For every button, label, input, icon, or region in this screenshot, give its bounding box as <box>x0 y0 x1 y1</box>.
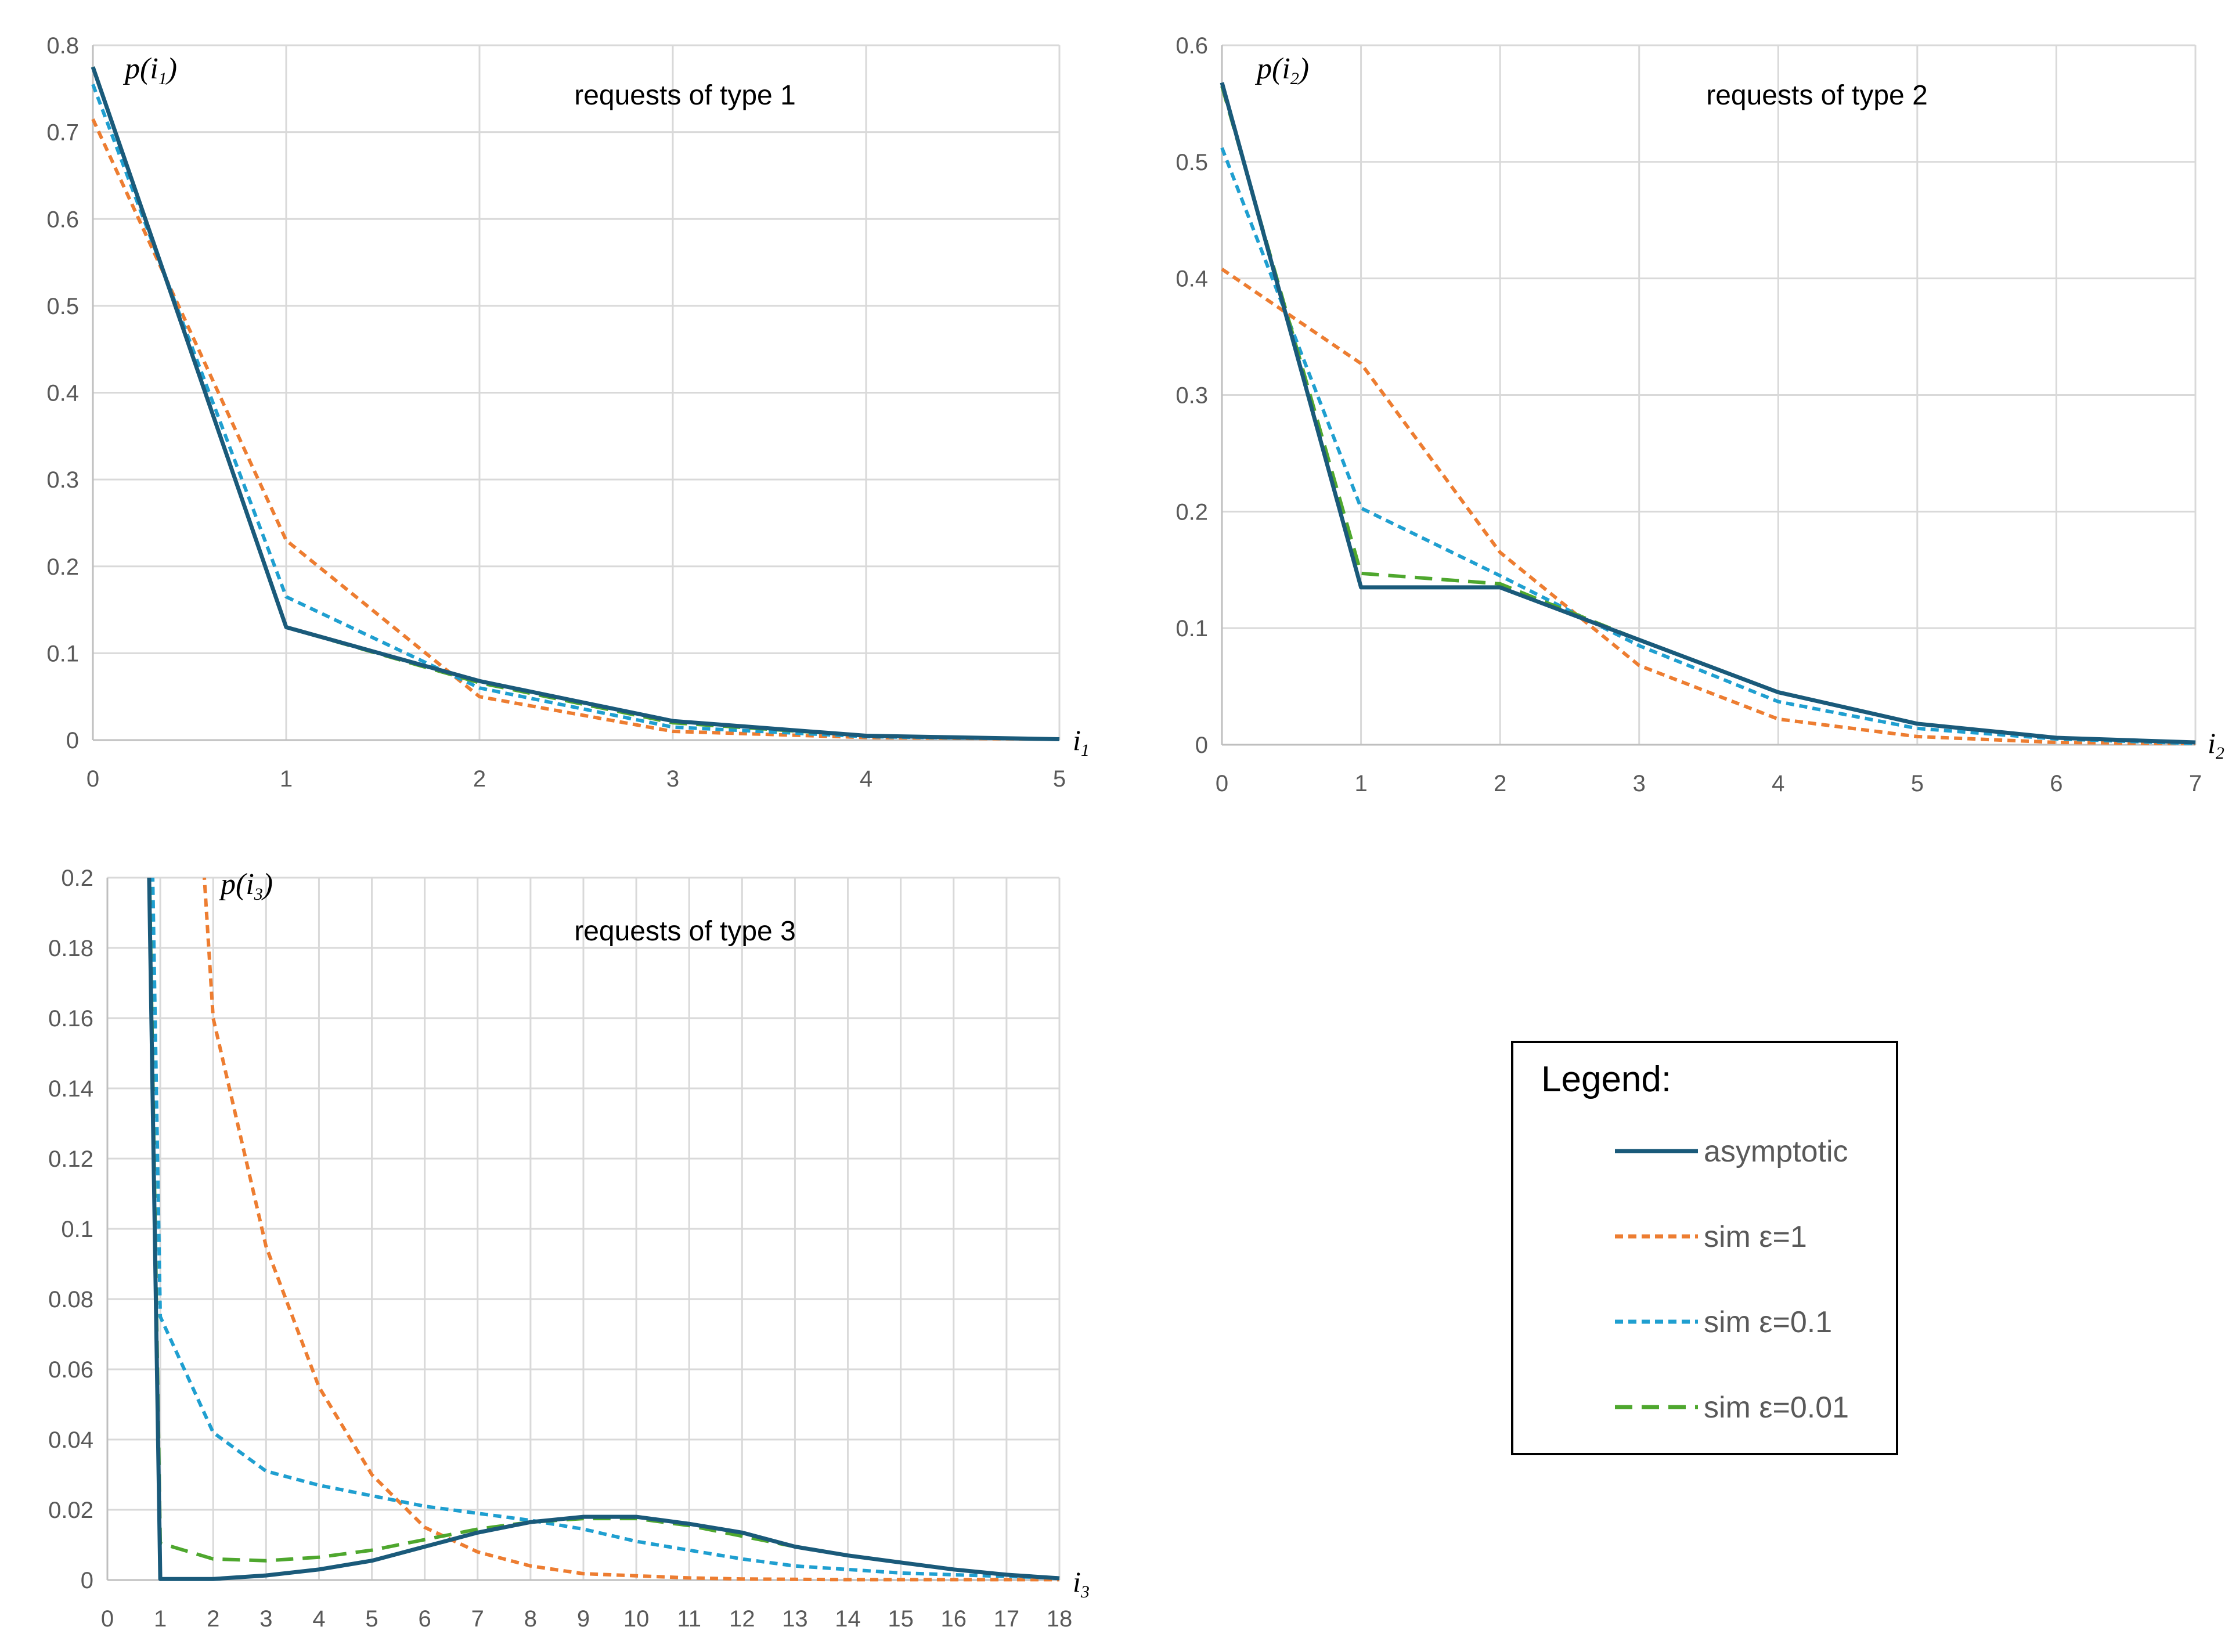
legend-frame <box>1511 1041 1898 1455</box>
y-tick-label: 0 <box>66 728 79 753</box>
y-tick-label: 0.4 <box>46 381 79 406</box>
x-tick-label: 6 <box>419 1606 431 1632</box>
x-tick-label: 2 <box>473 766 486 792</box>
legend-box: Legend: asymptotic sim ε=1 sim ε=0.1 sim ε=… <box>1511 1041 1898 1455</box>
x-tick-label: 3 <box>1633 771 1646 796</box>
legend-entry: sim ε=1 <box>1615 1220 1807 1254</box>
y-tick-label: 0.02 <box>48 1498 93 1523</box>
series-line-sim-1 <box>1221 268 2196 745</box>
y-tick-label: 0.1 <box>46 641 79 666</box>
y-tick-label: 0.14 <box>48 1076 93 1102</box>
legend-label: sim ε=0.1 <box>1704 1305 1832 1339</box>
x-tick-label: 15 <box>888 1606 914 1632</box>
x-tick-label: 6 <box>2050 771 2062 796</box>
y-tick-label: 0.1 <box>1176 616 1208 641</box>
y-tick-label: 0.7 <box>46 120 79 146</box>
x-tick-label: 4 <box>312 1606 325 1632</box>
legend-label: sim ε=0.01 <box>1704 1391 1849 1424</box>
chart-type-1: requests of type 1 0 0.1 0.2 0.3 0.4 0.5 0.6 0.… <box>46 33 1090 792</box>
chart-title: requests of type 1 <box>574 80 796 111</box>
gridlines <box>92 44 1061 741</box>
y-tick-label: 0.2 <box>46 554 79 580</box>
x-tick-label: 9 <box>577 1606 590 1632</box>
y-tick-label: 0.6 <box>46 207 79 232</box>
series-line-asymptotic <box>147 878 1060 1581</box>
x-tick-label: 4 <box>860 766 872 792</box>
x-tick-label: 7 <box>2189 771 2202 796</box>
x-tick-label: 1 <box>154 1606 167 1632</box>
x-tick-label: 3 <box>259 1606 272 1632</box>
y-tick-label: 0.18 <box>48 936 93 961</box>
chart-title: requests of type 3 <box>574 916 796 947</box>
legend-entry: sim ε=0.1 <box>1615 1305 1832 1339</box>
y-tick-label: 0.5 <box>1176 150 1208 175</box>
y-tick-label: 0.3 <box>1176 383 1208 409</box>
chart-type-2: requests of type 2 0 0.1 0.2 0.3 0.4 0.5 0.6 0 1… <box>1176 33 2224 796</box>
y-tick-label: 0 <box>81 1568 93 1593</box>
x-tick-label: 3 <box>666 766 679 792</box>
legend-entry: asymptotic <box>1615 1135 1848 1168</box>
x-tick-label: 7 <box>471 1606 484 1632</box>
legend-title: Legend: <box>1541 1059 1671 1099</box>
x-tick-label: 12 <box>729 1606 755 1632</box>
chart-title: requests of type 2 <box>1706 80 1928 111</box>
x-tick-label: 0 <box>1216 771 1228 796</box>
x-tick-label: 2 <box>207 1606 219 1632</box>
x-tick-label: 2 <box>1494 771 1506 796</box>
x-axis-label: i2 <box>2208 727 2224 763</box>
x-tick-label: 11 <box>677 1606 701 1632</box>
x-tick-label: 0 <box>101 1606 114 1632</box>
x-tick-label: 14 <box>835 1606 861 1632</box>
series-line-asymptotic <box>91 66 1060 741</box>
y-tick-label: 0.6 <box>1176 33 1208 59</box>
series-line-sim-1 <box>203 878 1059 1582</box>
y-tick-label: 0.16 <box>48 1006 93 1031</box>
y-tick-label: 0.4 <box>1176 266 1208 292</box>
x-tick-label: 4 <box>1772 771 1784 796</box>
y-axis-label: p(i1) <box>122 52 177 88</box>
x-tick-label: 8 <box>524 1606 537 1632</box>
series-line-sim-0-1 <box>91 84 1060 741</box>
x-axis-label: i3 <box>1073 1566 1090 1601</box>
x-tick-label: 5 <box>1911 771 1924 796</box>
x-tick-label: 5 <box>365 1606 378 1632</box>
x-tick-label: 16 <box>941 1606 967 1632</box>
y-axis-label: p(i2) <box>1254 52 1309 88</box>
y-tick-label: 0 <box>1195 733 1208 758</box>
chart-type-3: requests of type 3 0 0.02 0.04 0.06 0.08 0.1 0… <box>48 865 1090 1632</box>
y-axis-label: p(i3) <box>218 868 273 904</box>
x-tick-label: 18 <box>1047 1606 1073 1632</box>
y-tick-label: 0.8 <box>46 33 79 59</box>
y-tick-label: 0.2 <box>61 865 93 891</box>
y-tick-label: 0.08 <box>48 1287 93 1312</box>
y-tick-label: 0.1 <box>61 1217 93 1242</box>
x-tick-label: 13 <box>782 1606 808 1632</box>
legend-entry: sim ε=0.01 <box>1615 1391 1849 1424</box>
y-tick-label: 0.04 <box>48 1427 93 1453</box>
x-tick-label: 17 <box>994 1606 1020 1632</box>
x-axis-label: i1 <box>1073 724 1090 760</box>
legend-entries: asymptotic sim ε=1 sim ε=0.1 sim ε=0.01 <box>1615 1135 1849 1424</box>
y-tick-label: 0.3 <box>46 467 79 493</box>
series-line-asymptotic <box>1220 82 2196 745</box>
x-tick-label: 0 <box>86 766 99 792</box>
x-tick-label: 5 <box>1053 766 1066 792</box>
y-tick-label: 0.12 <box>48 1146 93 1172</box>
legend-label: sim ε=1 <box>1704 1220 1807 1254</box>
x-tick-label: 1 <box>1354 771 1367 796</box>
x-tick-label: 10 <box>623 1606 650 1632</box>
gridlines <box>106 877 1061 1581</box>
x-tick-label: 1 <box>280 766 293 792</box>
y-tick-label: 0.5 <box>46 294 79 319</box>
y-tick-label: 0.06 <box>48 1357 93 1383</box>
legend-label: asymptotic <box>1704 1135 1848 1168</box>
y-tick-label: 0.2 <box>1176 499 1208 525</box>
